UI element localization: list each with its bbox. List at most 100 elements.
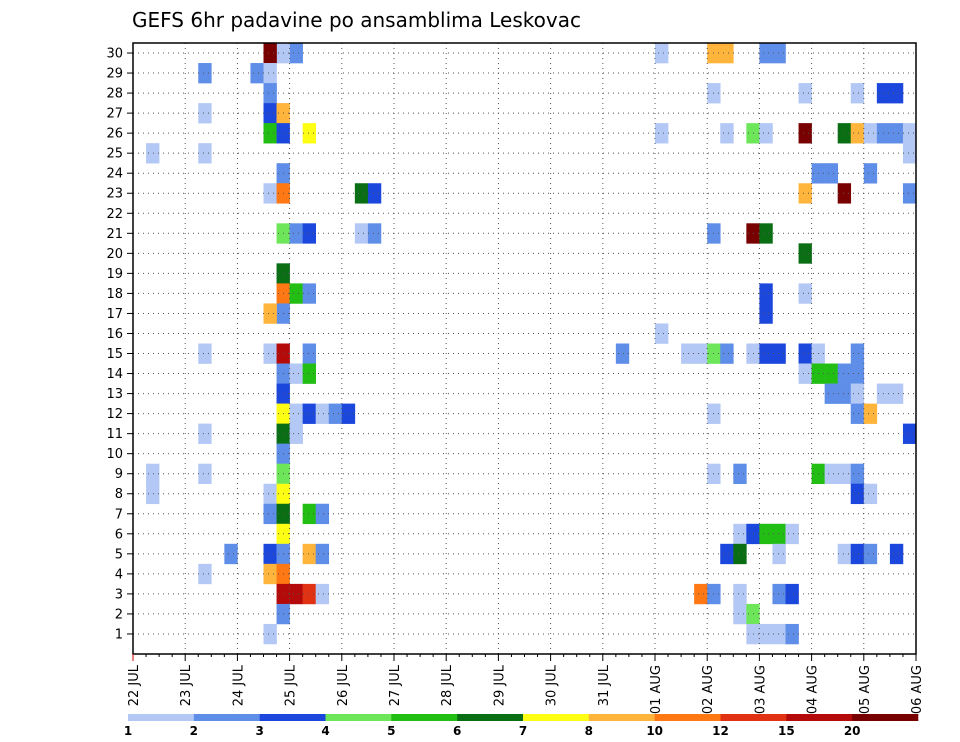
heatmap-cell (824, 383, 838, 404)
x-tick-label: 01 AUG (649, 665, 664, 714)
y-tick-label: 17 (106, 307, 123, 322)
heatmap-cell (655, 123, 669, 144)
heatmap-cell (354, 223, 369, 244)
heatmap-cell (302, 223, 316, 244)
y-tick-label: 7 (115, 507, 123, 522)
heatmap-cell (798, 343, 812, 364)
heatmap-cell (263, 483, 277, 505)
heatmap-cell (289, 43, 303, 64)
x-tick-label: 25 JUL (284, 664, 299, 706)
heatmap-cell (289, 583, 303, 605)
heatmap-cell (655, 323, 669, 344)
colorbar-swatch (391, 714, 458, 721)
heatmap-cell (198, 563, 212, 585)
heatmap-cell (681, 343, 695, 364)
heatmap-cell (824, 163, 838, 184)
heatmap-cell (263, 303, 277, 324)
colorbar-label: 15 (778, 724, 795, 738)
heatmap-cell (837, 123, 852, 144)
heatmap-cell (146, 463, 160, 485)
heatmap-cell (198, 103, 212, 124)
x-tick-label: 23 JUL (179, 664, 194, 706)
heatmap-cell (615, 343, 630, 364)
heatmap-cell (224, 543, 238, 565)
heatmap-cell (772, 343, 786, 364)
heatmap-cell (198, 463, 212, 485)
heatmap-cell (263, 183, 277, 204)
heatmap-cell (302, 583, 316, 605)
heatmap-cell (289, 283, 303, 304)
heatmap-cell (850, 83, 865, 104)
heatmap-cell (863, 163, 878, 184)
colorbar-label: 6 (453, 724, 461, 738)
y-tick-label: 12 (106, 407, 123, 422)
heatmap-cell (302, 543, 316, 565)
heatmap-cell (850, 123, 865, 144)
heatmap-cell (902, 423, 917, 444)
heatmap-cell (655, 43, 669, 64)
heatmap-cell (889, 123, 904, 144)
heatmap-cell (302, 343, 316, 364)
heatmap-cell (772, 543, 786, 565)
heatmap-cell (367, 183, 382, 204)
heatmap-cell (733, 463, 747, 485)
y-tick-label: 21 (106, 227, 123, 242)
heatmap-cell (720, 343, 734, 364)
heatmap-cell (785, 623, 799, 645)
heatmap-cell (889, 83, 904, 104)
heatmap-cell (785, 583, 799, 605)
heatmap-cell (785, 523, 799, 545)
heatmap-cell (889, 543, 904, 565)
heatmap-cell (902, 183, 917, 204)
heatmap-cell (302, 283, 316, 304)
x-tick-label: 05 AUG (858, 665, 873, 714)
colorbar: 1 2 3 4 5 6 7 8 10 12 15 20 (124, 714, 919, 738)
heatmap-cell (759, 523, 773, 545)
heatmap-cell (289, 423, 303, 444)
colorbar-swatch (128, 714, 195, 721)
colorbar-swatch (193, 714, 260, 721)
heatmap-cell (837, 183, 852, 204)
colorbar-label: 1 (124, 724, 132, 738)
heatmap-cell (759, 123, 773, 144)
heatmap-cell (302, 403, 316, 424)
x-tick-label: 03 AUG (753, 665, 768, 714)
heatmap-cell (759, 283, 773, 304)
colorbar-label: 12 (712, 724, 729, 738)
heatmap-cell (837, 543, 852, 565)
heatmap-cell (315, 503, 330, 525)
heatmap-cell (837, 383, 852, 404)
heatmap-cell (772, 523, 786, 545)
heatmap-cell (302, 363, 316, 384)
y-tick-label: 4 (115, 567, 123, 582)
y-tick-label: 5 (115, 547, 123, 562)
y-tick-label: 22 (106, 207, 123, 222)
heatmap-cell (694, 583, 708, 605)
heatmap-cell (198, 343, 212, 364)
colorbar-label: 20 (844, 724, 861, 738)
heatmap-cell (367, 223, 382, 244)
heatmap-cell (250, 63, 264, 84)
heatmap-cell (302, 123, 316, 144)
heatmap-cell (263, 63, 277, 84)
heatmap-cell (315, 403, 330, 424)
heatmap-cell (289, 403, 303, 424)
heatmap-cell (837, 363, 852, 384)
x-tick-label: 06 AUG (910, 665, 925, 714)
colorbar-swatch (654, 714, 721, 721)
heatmap-cell (798, 183, 812, 204)
heatmap-cell (354, 183, 369, 204)
y-tick-label: 19 (106, 267, 123, 282)
heatmap-cell (798, 283, 812, 304)
heatmap-cell (759, 43, 773, 64)
y-tick-label: 15 (106, 347, 123, 362)
heatmap-cell (302, 503, 316, 525)
grid-lines (132, 43, 917, 654)
y-tick-label: 6 (115, 527, 123, 542)
heatmap-cell (733, 603, 747, 625)
x-tick-label: 04 AUG (806, 665, 821, 714)
heatmap-cell (850, 343, 865, 364)
heatmap-cell (263, 103, 277, 124)
y-tick-label: 13 (106, 387, 123, 402)
